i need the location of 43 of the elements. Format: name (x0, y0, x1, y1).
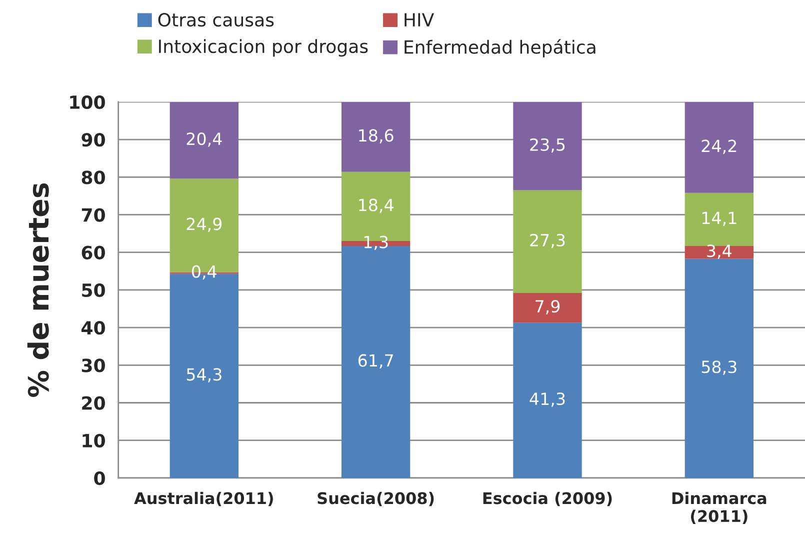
y-tick-label: 0 (94, 471, 105, 486)
data-label: 18,6 (359, 129, 394, 144)
y-tick-label: 10 (82, 434, 105, 448)
y-tick-label: 60 (82, 246, 105, 260)
data-label: 14,1 (702, 212, 736, 226)
bar (684, 192, 754, 246)
data-label: 41,3 (530, 392, 565, 407)
y-axis-title: % de muertes (27, 183, 49, 397)
y-tick-label: 90 (82, 132, 105, 147)
bar (513, 102, 582, 190)
data-label: 23,5 (530, 138, 565, 153)
bar (513, 322, 582, 478)
y-tick-label: 100 (70, 95, 105, 110)
data-label: 24,9 (186, 218, 222, 232)
data-label: 61,7 (358, 354, 393, 368)
y-tick-label: 20 (82, 396, 105, 410)
data-label: 27,3 (530, 234, 565, 248)
x-tick-label: Suecia(2008) (318, 492, 434, 506)
data-label: 3,4 (707, 244, 732, 259)
data-label: 58,3 (702, 360, 736, 375)
x-tick-label: Escocia (2009) (483, 492, 612, 506)
legend-label: Intoxicacion por drogas (159, 39, 368, 57)
data-label: 54,3 (186, 368, 222, 382)
x-tick-label: Australia(2011) (134, 492, 273, 506)
bar (684, 102, 754, 193)
data-label: 20,4 (186, 132, 222, 147)
x-tick-label: Dinamarca (2011) (672, 492, 766, 524)
legend-label: Enfermedad hepática (404, 39, 596, 58)
y-tick-label: 50 (82, 283, 105, 298)
bar (170, 102, 238, 179)
y-tick-label: 30 (82, 358, 105, 372)
bar (342, 102, 410, 172)
bar (513, 292, 582, 323)
bar (513, 190, 582, 293)
y-tick-label: 40 (82, 321, 105, 335)
legend-label: HIV (404, 13, 434, 26)
y-tick-label: 70 (82, 208, 105, 222)
data-label: 7,9 (536, 300, 560, 314)
legend-label: Otras causas (158, 12, 274, 27)
y-tick-label: 80 (82, 170, 105, 184)
bar (684, 258, 754, 478)
data-label: 18,4 (359, 198, 394, 213)
data-label: 24,2 (702, 140, 736, 154)
